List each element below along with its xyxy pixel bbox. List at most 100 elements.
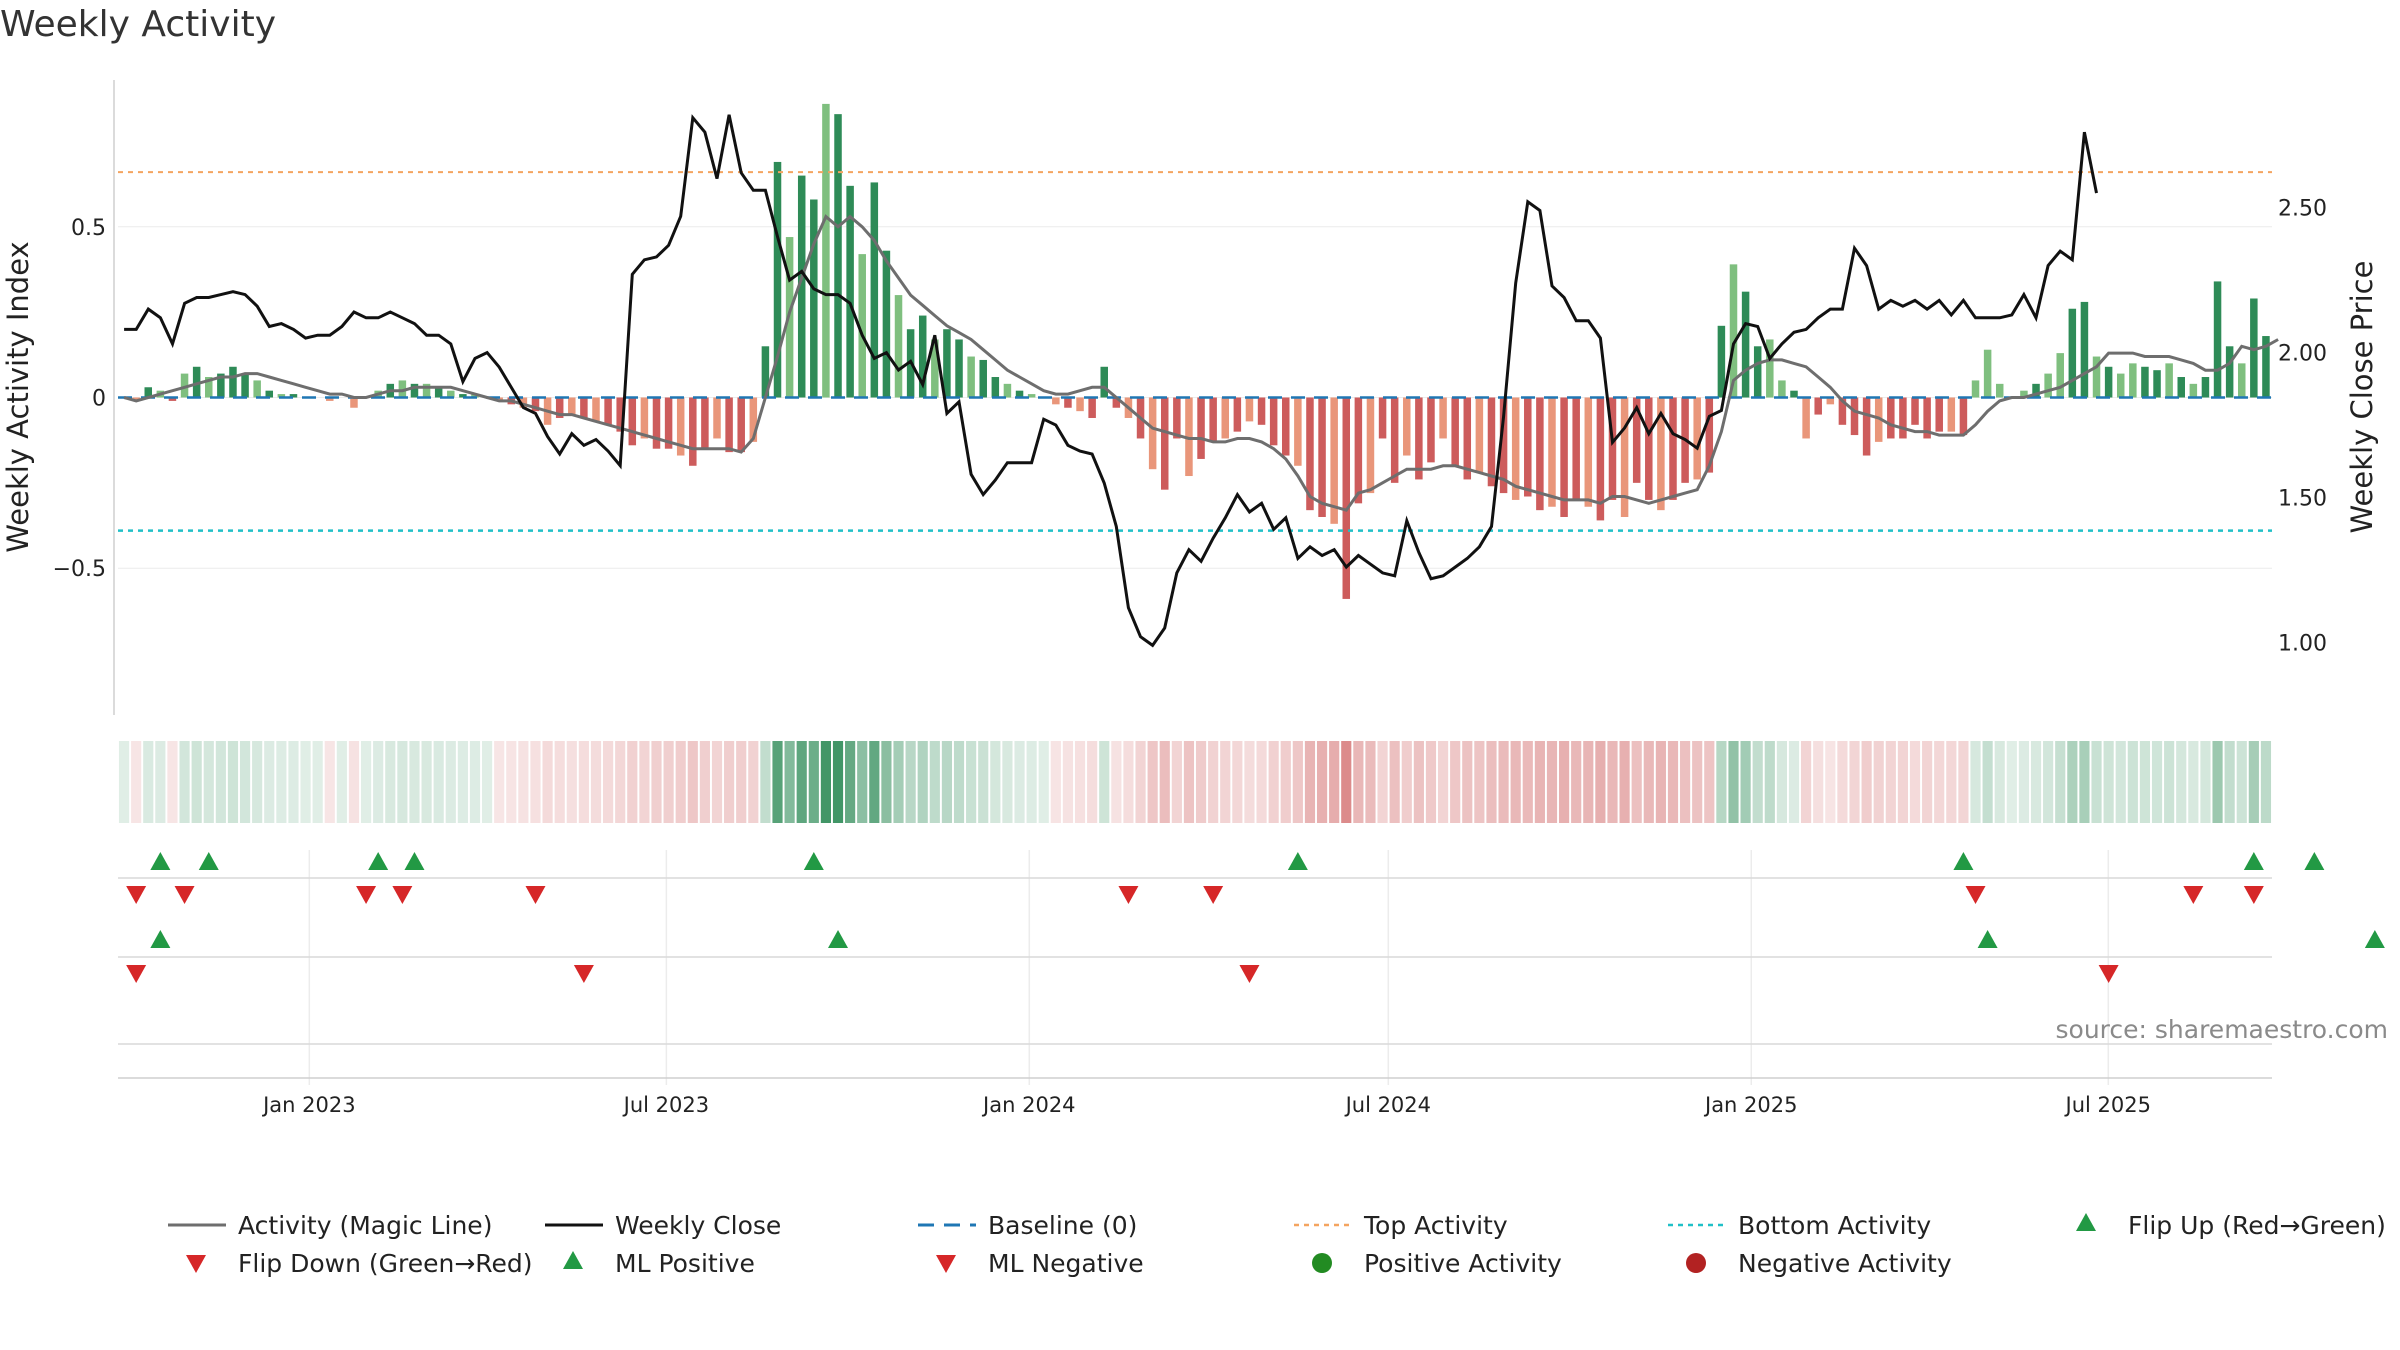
heat-cell (1292, 741, 1303, 823)
activity-bar (1148, 397, 1157, 470)
heat-cell (869, 741, 880, 823)
heat-cell (2260, 741, 2272, 823)
heat-cell (1813, 741, 1824, 823)
activity-bar (1596, 397, 1605, 521)
activity-bar (1911, 397, 1919, 425)
activity-bar (217, 373, 225, 398)
flip-down-marker (126, 886, 147, 904)
heat-cell (276, 741, 287, 823)
activity-bar (1088, 397, 1096, 418)
activity-bar (2129, 363, 2137, 398)
activity-bar (882, 250, 891, 398)
activity-bar (1245, 397, 1254, 422)
heat-cell (1450, 741, 1461, 823)
heat-cell (1244, 741, 1255, 823)
heat-cell (881, 741, 892, 823)
heat-cell (893, 741, 904, 823)
activity-bar (568, 397, 576, 415)
activity-bar (1935, 397, 1943, 432)
heat-cell (1801, 741, 1812, 823)
heat-cell (1389, 741, 1400, 823)
heat-cell (1220, 741, 1231, 823)
activity-bar (1415, 397, 1423, 480)
heat-cell (1825, 741, 1836, 823)
heat-cell (772, 741, 783, 823)
heat-cell (1571, 741, 1582, 823)
activity-bar (1342, 397, 1351, 599)
activity-bar (1439, 397, 1447, 439)
activity-bar (2177, 377, 2185, 398)
heat-cell (784, 741, 795, 823)
activity-bar (1330, 397, 1338, 524)
heat-cell (179, 741, 190, 823)
heat-cell (2127, 741, 2138, 823)
ml-markers (126, 852, 2385, 983)
activity-bar (1826, 397, 1835, 405)
activity-bar (2189, 383, 2198, 398)
flip-up-marker (1953, 852, 1974, 870)
heat-cell (118, 741, 130, 823)
heat-cell (1680, 741, 1691, 823)
activity-bar (168, 397, 177, 401)
flip-up-marker (404, 852, 425, 870)
heat-cell (421, 741, 432, 823)
heat-cell (1704, 741, 1715, 823)
activity-bar (1294, 397, 1302, 466)
heat-cell (336, 741, 347, 823)
activity-bar (761, 346, 770, 398)
activity-bar (1608, 397, 1617, 500)
activity-bar (1027, 394, 1036, 398)
heat-cell (542, 741, 553, 823)
activity-bar (1790, 390, 1798, 398)
activity-bar (1814, 397, 1822, 415)
heat-cell (2164, 741, 2175, 823)
activity-bar (894, 295, 903, 398)
flip-up-marker (1287, 852, 1308, 870)
x-tick-label: Jul 2024 (1344, 1093, 1431, 1117)
heat-cell (736, 741, 747, 823)
legend-swatch-triangle-down (936, 1255, 956, 1273)
heat-cell (603, 741, 614, 823)
activity-bar (1318, 397, 1326, 517)
x-tick-label: Jan 2025 (1703, 1093, 1798, 1117)
activity-bar (1923, 397, 1931, 439)
legend-label: Activity (Magic Line) (238, 1211, 492, 1240)
heat-cell (2139, 741, 2151, 823)
heat-cell (711, 741, 723, 823)
legend-swatch-circle (1686, 1253, 1706, 1273)
heat-cell (1195, 741, 1207, 823)
activity-bar (1693, 397, 1701, 480)
activity-bar (2141, 366, 2149, 398)
activity-bar (459, 394, 467, 398)
activity-bar (1850, 397, 1859, 436)
heat-cell (264, 741, 275, 823)
activity-bar (2213, 281, 2222, 398)
activity-bar (1076, 397, 1084, 412)
heat-cell (1099, 741, 1110, 823)
activity-bar (531, 397, 540, 412)
heat-cell (1038, 741, 1049, 823)
ml-negative-marker (126, 965, 147, 983)
activity-bar (1560, 397, 1568, 517)
heat-cell (1534, 741, 1545, 823)
activity-bar (2092, 356, 2101, 398)
heat-cell (820, 741, 831, 823)
ml-positive-marker (828, 930, 849, 948)
heat-cell (1716, 741, 1727, 823)
heat-cell (1268, 741, 1279, 823)
heat-cell (1256, 741, 1267, 823)
heat-cell (445, 741, 456, 823)
activity-bar (1971, 380, 1980, 398)
activity-bar (398, 380, 407, 398)
heat-cell (1740, 741, 1751, 823)
heat-cell (348, 741, 360, 823)
heat-cell (2018, 741, 2030, 823)
y-right-axis-title: Weekly Close Price (2345, 261, 2379, 534)
heat-cell (663, 741, 674, 823)
heat-cell (1365, 741, 1376, 823)
activity-bar (1536, 397, 1544, 511)
flip-up-marker (368, 852, 389, 870)
heat-cell (2151, 741, 2163, 823)
heat-cell (1631, 741, 1642, 823)
